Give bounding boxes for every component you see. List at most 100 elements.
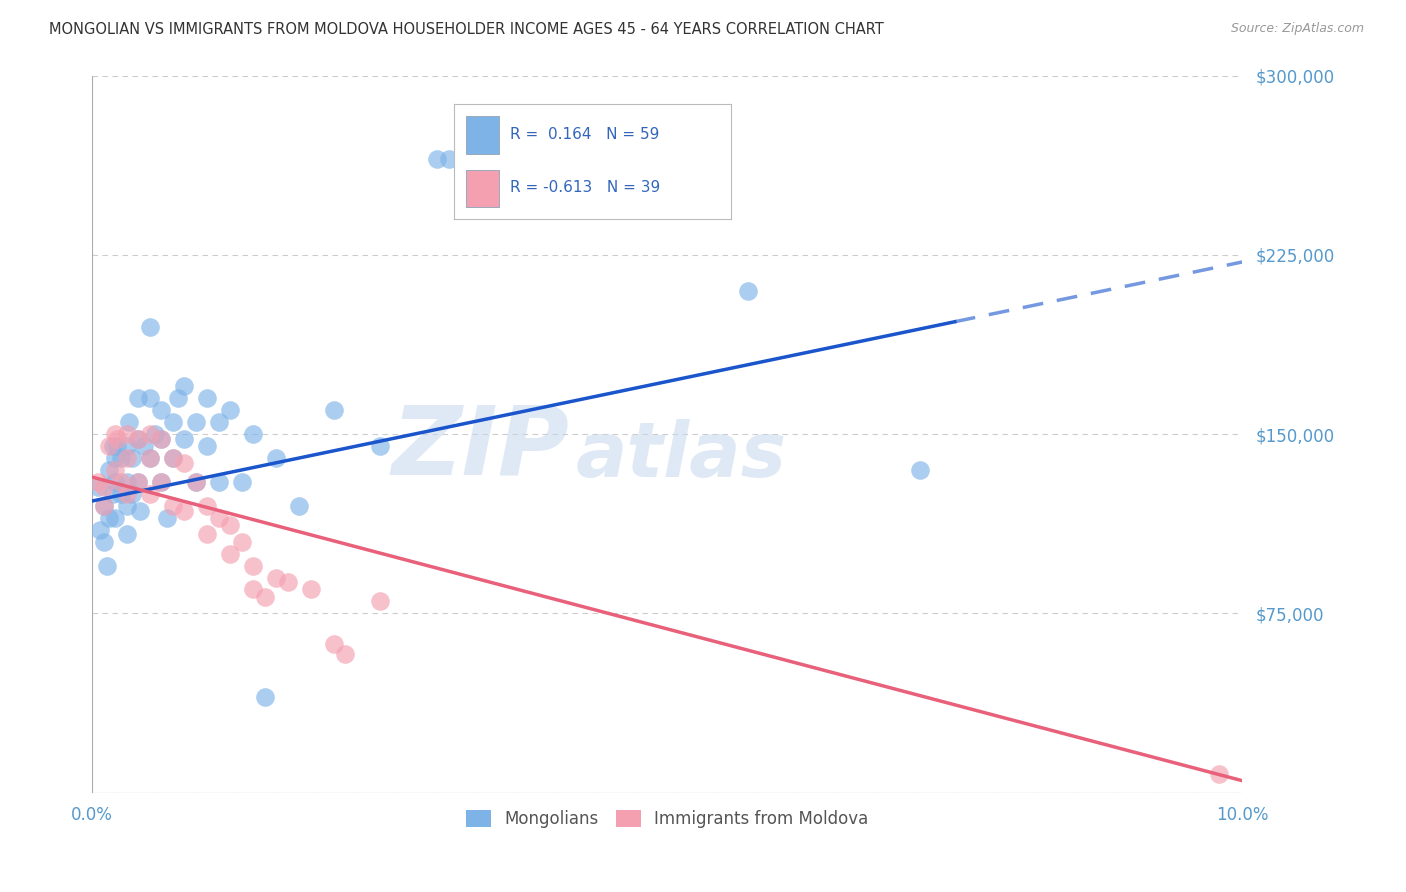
Point <box>253 690 276 704</box>
Point <box>150 403 173 417</box>
Point <box>150 432 173 446</box>
Point <box>132 439 155 453</box>
Point <box>173 503 195 517</box>
Point <box>121 487 143 501</box>
Point <box>208 415 231 429</box>
Point <box>127 475 149 489</box>
Point <box>96 558 118 573</box>
Point <box>173 456 195 470</box>
Point <box>110 450 132 465</box>
Point <box>173 432 195 446</box>
Point <box>1208 766 1230 780</box>
Point <box>910 463 932 477</box>
Point <box>322 637 344 651</box>
Text: atlas: atlas <box>575 418 786 492</box>
Point <box>104 427 127 442</box>
Point <box>231 475 253 489</box>
Point <box>107 439 129 453</box>
Point <box>162 450 184 465</box>
Point <box>115 439 138 453</box>
Point <box>162 450 184 465</box>
Point <box>156 510 179 524</box>
Point <box>138 487 160 501</box>
Point <box>98 510 121 524</box>
Point <box>368 439 391 453</box>
Point <box>107 432 129 446</box>
Point <box>98 463 121 477</box>
Point <box>121 450 143 465</box>
Point <box>184 415 207 429</box>
Point <box>138 427 160 442</box>
Point <box>437 152 460 166</box>
Point <box>145 427 167 442</box>
Point <box>98 439 121 453</box>
Point <box>162 499 184 513</box>
Point <box>195 499 218 513</box>
Point <box>127 391 149 405</box>
Point <box>115 487 138 501</box>
Point <box>104 510 127 524</box>
Point <box>277 575 299 590</box>
Point <box>115 527 138 541</box>
Point <box>127 475 149 489</box>
Point <box>167 391 190 405</box>
Legend: Mongolians, Immigrants from Moldova: Mongolians, Immigrants from Moldova <box>460 803 875 835</box>
Point <box>110 487 132 501</box>
Point <box>299 582 322 597</box>
Point <box>93 499 115 513</box>
Point <box>101 439 124 453</box>
Point <box>288 499 311 513</box>
Point <box>184 475 207 489</box>
Point <box>368 594 391 608</box>
Point <box>129 503 152 517</box>
Point <box>115 499 138 513</box>
Point <box>264 450 287 465</box>
Point <box>93 480 115 494</box>
Point <box>195 527 218 541</box>
Point <box>93 534 115 549</box>
Point <box>219 517 242 532</box>
Point <box>138 391 160 405</box>
Point <box>118 415 141 429</box>
Point <box>115 450 138 465</box>
Text: MONGOLIAN VS IMMIGRANTS FROM MOLDOVA HOUSEHOLDER INCOME AGES 45 - 64 YEARS CORRE: MONGOLIAN VS IMMIGRANTS FROM MOLDOVA HOU… <box>49 22 884 37</box>
Point <box>162 415 184 429</box>
Point <box>195 439 218 453</box>
Point <box>150 475 173 489</box>
Point <box>101 487 124 501</box>
Point <box>173 379 195 393</box>
Point <box>253 590 276 604</box>
Point <box>127 432 149 446</box>
Point <box>104 475 127 489</box>
Point <box>87 480 110 494</box>
Point <box>127 432 149 446</box>
Point <box>138 450 160 465</box>
Point <box>93 499 115 513</box>
Point <box>737 284 759 298</box>
Point <box>89 523 111 537</box>
Point <box>104 450 127 465</box>
Point <box>208 510 231 524</box>
Point <box>150 432 173 446</box>
Point <box>219 547 242 561</box>
Point <box>426 152 449 166</box>
Point <box>115 475 138 489</box>
Point <box>150 475 173 489</box>
Point <box>184 475 207 489</box>
Point <box>115 427 138 442</box>
Point <box>138 319 160 334</box>
Point <box>87 475 110 489</box>
Point <box>208 475 231 489</box>
Point <box>322 403 344 417</box>
Text: ZIP: ZIP <box>392 402 569 495</box>
Point <box>138 450 160 465</box>
Point <box>231 534 253 549</box>
Point <box>219 403 242 417</box>
Point <box>242 427 264 442</box>
Point <box>110 475 132 489</box>
Point <box>242 558 264 573</box>
Point <box>195 391 218 405</box>
Point <box>335 647 357 661</box>
Text: Source: ZipAtlas.com: Source: ZipAtlas.com <box>1230 22 1364 36</box>
Point <box>264 570 287 584</box>
